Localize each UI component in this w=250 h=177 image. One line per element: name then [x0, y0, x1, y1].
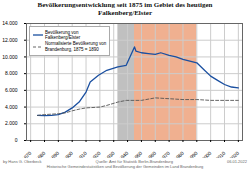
svg-text:6.000: 6.000 [5, 87, 18, 93]
svg-text:1870: 1870 [20, 150, 32, 158]
svg-text:0: 0 [15, 137, 18, 143]
svg-text:1970: 1970 [159, 150, 171, 158]
html-text:Normalisierte Bevölkerung von: Normalisierte Bevölkerung von Brandenbur… [45, 41, 107, 52]
svg-text:2.000: 2.000 [5, 120, 18, 126]
svg-text:1990: 1990 [187, 150, 199, 158]
svg-text:1930: 1930 [103, 150, 115, 158]
svg-text:8.000: 8.000 [5, 70, 18, 76]
svg-text:1890: 1890 [48, 150, 60, 158]
svg-text:14.000: 14.000 [2, 20, 18, 26]
html-text:06.01.2022: 06.01.2022 [227, 159, 247, 164]
svg-text:2010: 2010 [214, 150, 226, 158]
svg-text:1950: 1950 [131, 150, 143, 158]
svg-text:1960: 1960 [145, 150, 157, 158]
html-text:Bevölkerungsentwicklung seit 1: Bevölkerungsentwicklung seit 1875 im Geb… [37, 1, 213, 17]
svg-text:1940: 1940 [117, 150, 129, 158]
html-text:Quelle: Amt für Statistik Berl: Quelle: Amt für Statistik Berlin-Branden… [95, 159, 173, 164]
svg-text:1880: 1880 [34, 150, 46, 158]
svg-text:1900: 1900 [62, 150, 74, 158]
svg-text:12.000: 12.000 [2, 37, 18, 43]
svg-text:1980: 1980 [173, 150, 185, 158]
html-text:Historische Gemeindestatistike: Historische Gemeindestatistiken und Bevö… [46, 164, 204, 169]
html-text:by Hans G. Oberbeck: by Hans G. Oberbeck [3, 159, 42, 164]
svg-text:2000: 2000 [200, 150, 212, 158]
svg-text:1910: 1910 [76, 150, 88, 158]
svg-text:2020: 2020 [228, 150, 240, 158]
svg-text:4.000: 4.000 [5, 104, 18, 110]
svg-text:1920: 1920 [90, 150, 102, 158]
svg-text:10.000: 10.000 [2, 54, 18, 60]
html-text:Bevölkerung von Falkenberg/Els: Bevölkerung von Falkenberg/Elster [45, 30, 81, 41]
